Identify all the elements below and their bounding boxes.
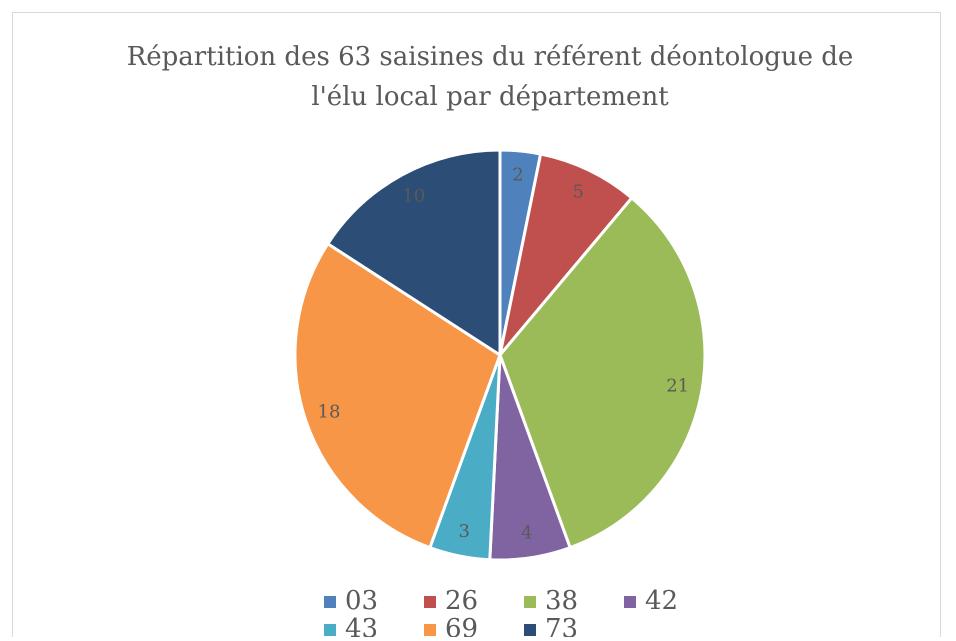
legend-swatch — [624, 596, 636, 608]
legend-label: 69 — [445, 614, 478, 637]
legend-swatch — [524, 624, 536, 636]
pie-slice — [293, 241, 502, 550]
legend-swatch — [424, 624, 436, 636]
legend-label: 73 — [545, 614, 578, 637]
legend-label: 03 — [345, 586, 378, 616]
chart-title: Répartition des 63 saisines du référent … — [127, 42, 854, 72]
chart-title: l'élu local par département — [311, 82, 669, 112]
pie-slice — [498, 195, 707, 550]
pie-slice — [498, 152, 634, 356]
data-label: 2 — [512, 164, 523, 185]
legend-swatch — [524, 596, 536, 608]
data-label: 18 — [318, 401, 341, 422]
legend-swatch — [424, 596, 436, 608]
data-label: 4 — [521, 522, 532, 543]
data-label: 10 — [402, 186, 425, 207]
data-label: 21 — [666, 375, 689, 396]
data-label: 3 — [459, 521, 470, 542]
legend-label: 43 — [345, 614, 378, 637]
legend-label: 26 — [445, 586, 478, 616]
legend-swatch — [324, 624, 336, 636]
pie-slice — [325, 148, 502, 358]
legend-swatch — [324, 596, 336, 608]
data-label: 5 — [573, 181, 584, 202]
legend-label: 38 — [545, 586, 578, 616]
legend-label: 42 — [645, 586, 678, 616]
